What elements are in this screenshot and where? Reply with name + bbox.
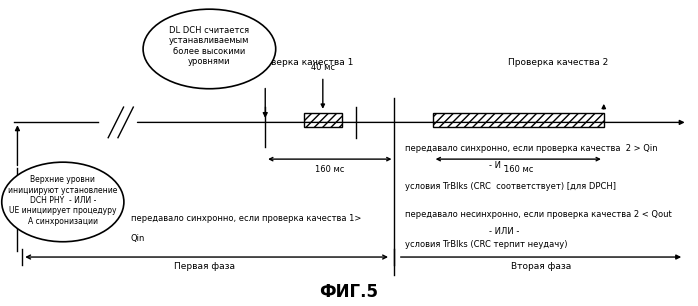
Text: передавало несинхронно, если проверка качества 2 < Qout: передавало несинхронно, если проверка ка… [405, 210, 671, 219]
Text: - ИЛИ -: - ИЛИ - [489, 227, 519, 236]
Text: Вторая фаза: Вторая фаза [511, 262, 571, 271]
Text: передавало синхронно, если проверка качества 1>: передавало синхронно, если проверка каче… [131, 214, 362, 223]
Text: Qin: Qin [131, 234, 145, 243]
Text: 160 мс: 160 мс [503, 165, 533, 174]
Text: Первая фаза: Первая фаза [174, 262, 235, 271]
Text: ФИГ.5: ФИГ.5 [320, 283, 378, 301]
Text: 40 мс: 40 мс [311, 63, 335, 72]
Text: Проверка качества 1: Проверка качества 1 [253, 58, 354, 67]
Text: 160 мс: 160 мс [315, 165, 345, 174]
Bar [433, 113, 604, 127]
Bar [304, 113, 342, 127]
Text: - И -: - И - [489, 161, 506, 170]
Ellipse shape [2, 162, 124, 242]
Text: условия TrBlks (CRC  соответствует) [для DPCH]: условия TrBlks (CRC соответствует) [для … [405, 182, 616, 191]
Text: передавало синхронно, если проверка качества  2 > Qin: передавало синхронно, если проверка каче… [405, 144, 658, 153]
Text: условия TrBlks (CRC терпит неудачу): условия TrBlks (CRC терпит неудачу) [405, 240, 567, 249]
Text: Верхние уровни
инициируют установление
DCH PHY  - ИЛИ -
UE инициирует процедуру
: Верхние уровни инициируют установление D… [8, 175, 117, 226]
Ellipse shape [143, 9, 276, 89]
Text: DL DCH считается
устанавливаемым
более высокими
уровнями: DL DCH считается устанавливаемым более в… [169, 26, 250, 66]
Text: Проверка качества 2: Проверка качества 2 [508, 58, 609, 67]
